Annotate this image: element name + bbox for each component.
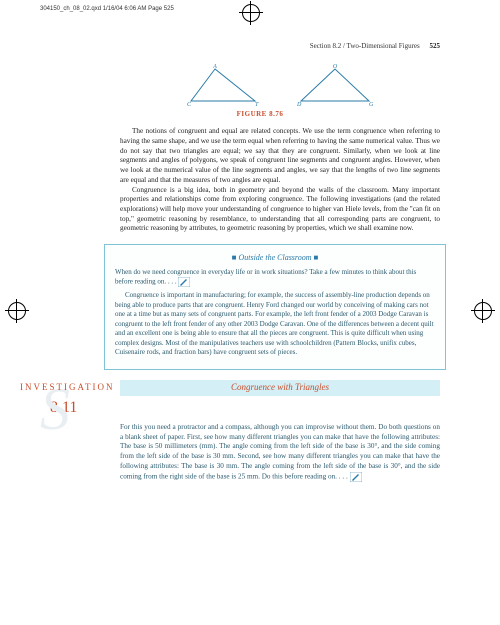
investigation-header: INVESTIGATION Congruence with Triangles [20,380,440,396]
running-head: Section 8.2 / Two-Dimensional Figures 52… [120,42,440,51]
callout-body: Congruence is important in manufacturing… [115,291,435,357]
figure-label: FIGURE 8.76 [80,110,440,119]
vertex-c: C [187,102,192,108]
vertex-o: O [333,64,338,70]
investigation-block: S INVESTIGATION Congruence with Triangle… [20,380,440,481]
investigation-label: INVESTIGATION [20,382,120,394]
page-number: 525 [430,42,441,50]
registration-mark-left [8,302,26,320]
investigation-number: 8.11 [50,398,440,419]
triangle-left: A C T [185,63,265,108]
callout-title-text: Outside the Classroom [238,253,311,262]
vertex-t: T [255,102,259,108]
callout-box: ■ Outside the Classroom ■ When do we nee… [104,244,446,370]
body-p2: Congruence is a big idea, both in geomet… [120,186,440,235]
investigation-body: For this you need a protractor and a com… [120,423,440,482]
pencil-icon [178,277,190,287]
body-p1: The notions of congruent and equal are r… [120,127,440,185]
body-text: The notions of congruent and equal are r… [120,127,440,234]
vertex-a: A [212,64,217,70]
callout-title: ■ Outside the Classroom ■ [115,253,435,264]
page-content: Section 8.2 / Two-Dimensional Figures 52… [0,0,500,502]
registration-mark-right [474,302,492,320]
pencil-icon [350,472,362,482]
registration-mark-top [242,4,260,22]
file-stamp: 304150_ch_08_02.qxd 1/16/04 6:06 AM Page… [40,6,174,14]
triangle-right: O D G [295,63,375,108]
callout-lead: When do we need congruence in everyday l… [115,268,435,287]
vertex-g: G [369,102,374,108]
investigation-title: Congruence with Triangles [120,380,440,396]
section-label: Section 8.2 / Two-Dimensional Figures [310,42,420,50]
figure-triangles: A C T O D G [120,63,440,108]
vertex-d: D [296,102,302,108]
